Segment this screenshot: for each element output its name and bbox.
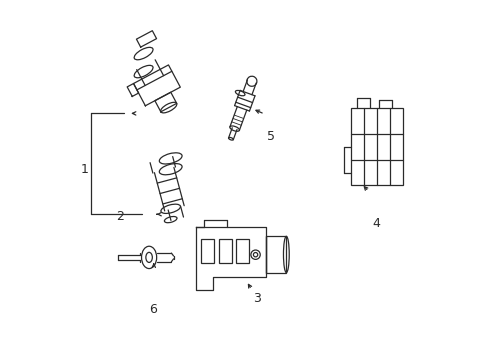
Bar xyxy=(201,239,214,263)
Bar xyxy=(218,239,231,263)
Text: 1: 1 xyxy=(80,163,88,176)
Text: 4: 4 xyxy=(371,217,379,230)
Bar xyxy=(235,239,248,263)
Bar xyxy=(265,236,286,273)
Text: 5: 5 xyxy=(267,130,275,143)
Bar xyxy=(350,108,402,185)
Text: 3: 3 xyxy=(253,292,261,305)
Text: 2: 2 xyxy=(116,210,124,222)
Text: 6: 6 xyxy=(148,303,156,316)
